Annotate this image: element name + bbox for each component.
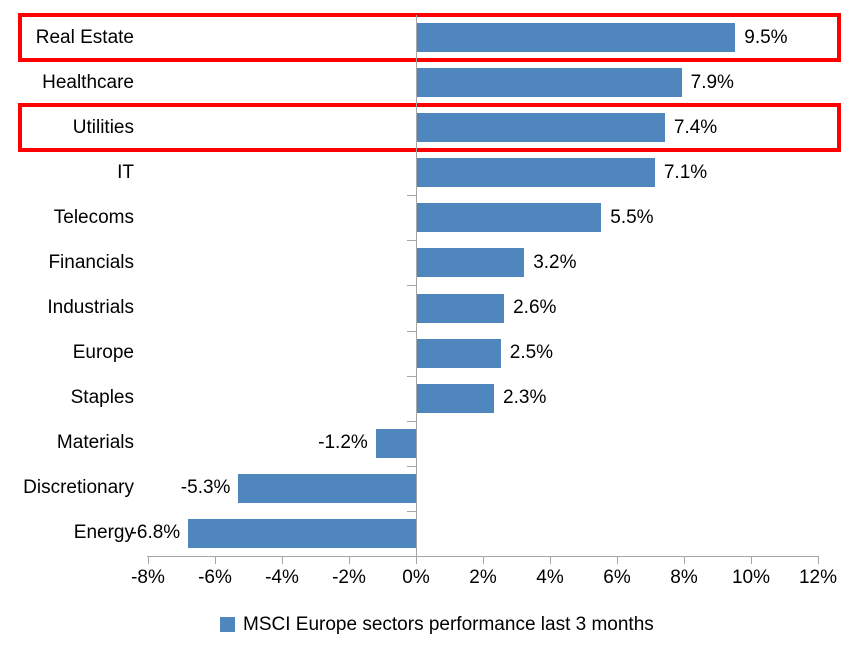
x-axis-tick-label: 6% bbox=[603, 567, 631, 588]
category-label: Energy bbox=[73, 522, 134, 544]
x-axis-tick-label: -4% bbox=[265, 567, 299, 588]
x-axis-tick bbox=[818, 556, 819, 564]
bar bbox=[417, 338, 501, 368]
category-label: Industrials bbox=[47, 297, 134, 319]
category-tick bbox=[407, 15, 416, 16]
x-axis-tick bbox=[148, 556, 149, 564]
value-label: -6.8% bbox=[130, 522, 181, 544]
legend-marker-icon bbox=[220, 617, 235, 632]
x-axis-line bbox=[147, 556, 819, 557]
bar bbox=[417, 248, 525, 278]
x-axis-tick-label: -8% bbox=[131, 567, 165, 588]
value-label: 7.4% bbox=[673, 116, 718, 138]
category-tick bbox=[407, 285, 416, 287]
value-label: 7.9% bbox=[690, 71, 734, 93]
category-tick bbox=[407, 105, 416, 107]
category-tick bbox=[407, 330, 416, 332]
bar bbox=[417, 68, 682, 98]
x-axis-tick bbox=[483, 556, 484, 564]
category-tick bbox=[407, 465, 416, 467]
category-label: IT bbox=[117, 161, 134, 183]
bar bbox=[417, 23, 736, 53]
category-tick bbox=[407, 510, 416, 512]
category-tick bbox=[407, 60, 416, 62]
category-label: Utilities bbox=[72, 116, 134, 138]
category-label: Materials bbox=[56, 432, 134, 454]
value-label: 9.5% bbox=[744, 26, 788, 48]
bar bbox=[417, 383, 495, 413]
value-label: 7.1% bbox=[663, 161, 708, 183]
category-tick bbox=[407, 150, 416, 152]
x-axis-tick bbox=[751, 556, 752, 564]
value-label: 3.2% bbox=[533, 251, 577, 273]
value-label: -1.2% bbox=[318, 432, 368, 454]
category-label: Financials bbox=[48, 251, 134, 273]
category-tick bbox=[407, 195, 416, 197]
legend-label: MSCI Europe sectors performance last 3 m… bbox=[243, 614, 654, 635]
x-axis-tick-label: 2% bbox=[469, 567, 497, 588]
x-axis-tick-label: 4% bbox=[536, 567, 564, 588]
value-label: 2.6% bbox=[513, 297, 557, 319]
value-label: 5.5% bbox=[610, 206, 654, 228]
x-axis-tick-label: 0% bbox=[402, 567, 430, 588]
bar bbox=[238, 473, 416, 503]
y-axis-line bbox=[416, 15, 417, 556]
bar bbox=[417, 293, 505, 323]
x-axis-tick-label: 8% bbox=[670, 567, 698, 588]
bar bbox=[188, 518, 416, 548]
x-axis-tick bbox=[550, 556, 551, 564]
category-label: Healthcare bbox=[42, 71, 134, 93]
x-axis-tick-label: 10% bbox=[731, 567, 771, 588]
category-label: Telecoms bbox=[53, 206, 134, 228]
bar bbox=[417, 203, 602, 233]
category-label: Real Estate bbox=[35, 26, 134, 48]
category-label: Staples bbox=[70, 387, 134, 409]
x-axis-tick-label: -2% bbox=[332, 567, 366, 588]
category-label: Discretionary bbox=[23, 477, 134, 499]
value-label: -5.3% bbox=[180, 477, 231, 499]
x-axis-tick bbox=[282, 556, 283, 564]
category-tick bbox=[407, 375, 416, 377]
x-axis-tick bbox=[215, 556, 216, 564]
x-axis-tick bbox=[684, 556, 685, 564]
value-label: 2.3% bbox=[503, 387, 547, 409]
x-axis-tick-label: -6% bbox=[198, 567, 232, 588]
x-axis-tick bbox=[416, 556, 417, 564]
category-tick bbox=[407, 240, 416, 242]
bar bbox=[417, 158, 655, 188]
value-label: 2.5% bbox=[509, 342, 554, 364]
bar bbox=[375, 428, 416, 458]
x-axis-tick bbox=[349, 556, 350, 564]
category-label: Europe bbox=[72, 342, 134, 364]
bar bbox=[417, 113, 665, 143]
category-tick bbox=[407, 420, 416, 422]
x-axis-tick bbox=[617, 556, 618, 564]
x-axis-tick-label: 12% bbox=[798, 567, 838, 588]
